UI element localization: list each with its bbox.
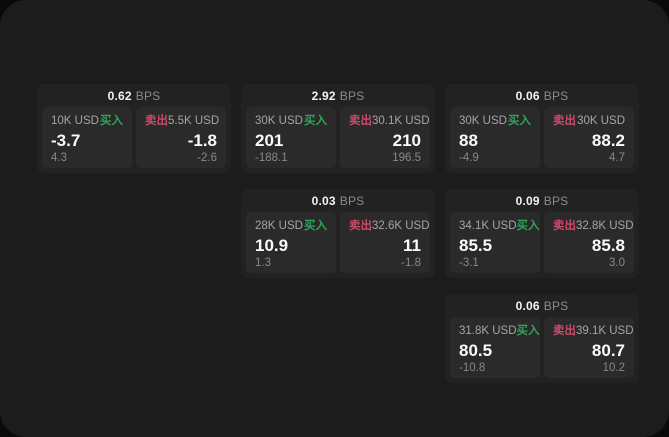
sell-price: 80.7 bbox=[591, 341, 625, 360]
buy-size: 10K USD bbox=[51, 115, 99, 127]
buy-size: 28K USD bbox=[255, 220, 303, 232]
sell-size: 39.1K USD bbox=[576, 325, 634, 337]
bps-unit-label: BPS bbox=[543, 88, 569, 103]
buy-change: -10.8 bbox=[459, 362, 486, 374]
bps-unit-label: BPS bbox=[339, 88, 365, 103]
sell-panel[interactable]: 卖出 30.1K USD 210 196.5 bbox=[340, 107, 430, 168]
sell-change: 196.5 bbox=[392, 152, 421, 164]
quote-panels: 30K USD 买入 88 -4.9 卖出 30K USD 88.2 4.7 bbox=[445, 107, 639, 173]
sell-price: 210 bbox=[392, 131, 421, 150]
quote-card[interactable]: 0.06 BPS 31.8K USD 买入 80.5 -10.8 卖出 39.1… bbox=[445, 294, 639, 383]
quote-cards-grid: 0.62 BPS 10K USD 买入 -3.7 4.3 卖出 5.5K USD bbox=[37, 84, 639, 383]
buy-price: 80.5 bbox=[459, 341, 493, 360]
sell-size: 30.1K USD bbox=[372, 115, 430, 127]
buy-panel[interactable]: 31.8K USD 买入 80.5 -10.8 bbox=[450, 317, 540, 378]
buy-price: -3.7 bbox=[51, 131, 81, 150]
sell-change: -2.6 bbox=[197, 152, 217, 164]
quote-panels: 28K USD 买入 10.9 1.3 卖出 32.6K USD 11 -1.8 bbox=[241, 212, 435, 278]
bps-header: 0.06 BPS bbox=[445, 294, 639, 317]
buy-panel[interactable]: 28K USD 买入 10.9 1.3 bbox=[246, 212, 336, 273]
buy-panel[interactable]: 30K USD 买入 201 -188.1 bbox=[246, 107, 336, 168]
buy-price: 88 bbox=[459, 131, 478, 150]
sell-panel[interactable]: 卖出 5.5K USD -1.8 -2.6 bbox=[136, 107, 226, 168]
buy-panel[interactable]: 34.1K USD 买入 85.5 -3.1 bbox=[450, 212, 540, 273]
sell-side-label: 卖出 bbox=[553, 220, 576, 232]
buy-size: 34.1K USD bbox=[459, 220, 517, 232]
buy-panel[interactable]: 10K USD 买入 -3.7 4.3 bbox=[42, 107, 132, 168]
sell-panel[interactable]: 卖出 32.8K USD 85.8 3.0 bbox=[544, 212, 634, 273]
quote-panels: 10K USD 买入 -3.7 4.3 卖出 5.5K USD -1.8 -2.… bbox=[37, 107, 231, 173]
bps-header: 0.06 BPS bbox=[445, 84, 639, 107]
sell-panel[interactable]: 卖出 30K USD 88.2 4.7 bbox=[544, 107, 634, 168]
buy-change: 1.3 bbox=[255, 257, 271, 269]
bps-unit-label: BPS bbox=[339, 193, 365, 208]
bps-unit-label: BPS bbox=[543, 193, 569, 208]
sell-side-label: 卖出 bbox=[553, 325, 576, 337]
quote-card[interactable]: 2.92 BPS 30K USD 买入 201 -188.1 卖出 30.1K … bbox=[241, 84, 435, 173]
bps-unit-label: BPS bbox=[543, 298, 569, 313]
sell-change: 3.0 bbox=[609, 257, 625, 269]
buy-side-label: 买入 bbox=[516, 220, 540, 232]
bps-value: 2.92 bbox=[311, 88, 336, 103]
bps-unit-label: BPS bbox=[135, 88, 161, 103]
buy-size: 30K USD bbox=[459, 115, 507, 127]
buy-size: 30K USD bbox=[255, 115, 303, 127]
quote-panels: 31.8K USD 买入 80.5 -10.8 卖出 39.1K USD 80.… bbox=[445, 317, 639, 383]
sell-side-label: 卖出 bbox=[349, 220, 372, 232]
quote-card[interactable]: 0.09 BPS 34.1K USD 买入 85.5 -3.1 卖出 32.8K… bbox=[445, 189, 639, 278]
buy-side-label: 买入 bbox=[516, 325, 540, 337]
quote-panels: 34.1K USD 买入 85.5 -3.1 卖出 32.8K USD 85.8… bbox=[445, 212, 639, 278]
bps-value: 0.09 bbox=[515, 193, 540, 208]
sell-size: 32.6K USD bbox=[372, 220, 430, 232]
bps-value: 0.62 bbox=[107, 88, 132, 103]
bps-header: 2.92 BPS bbox=[241, 84, 435, 107]
buy-side-label: 买入 bbox=[304, 220, 327, 232]
bps-header: 0.03 BPS bbox=[241, 189, 435, 212]
sell-price: 88.2 bbox=[591, 131, 625, 150]
sell-side-label: 卖出 bbox=[145, 115, 168, 127]
sell-panel[interactable]: 卖出 32.6K USD 11 -1.8 bbox=[340, 212, 430, 273]
bps-value: 0.03 bbox=[311, 193, 336, 208]
buy-price: 85.5 bbox=[459, 236, 493, 255]
buy-change: -188.1 bbox=[255, 152, 288, 164]
sell-side-label: 卖出 bbox=[349, 115, 372, 127]
buy-size: 31.8K USD bbox=[459, 325, 517, 337]
sell-price: 11 bbox=[403, 236, 421, 255]
buy-side-label: 买入 bbox=[508, 115, 531, 127]
sell-side-label: 卖出 bbox=[553, 115, 576, 127]
quote-card[interactable]: 0.03 BPS 28K USD 买入 10.9 1.3 卖出 32.6K US… bbox=[241, 189, 435, 278]
sell-change: -1.8 bbox=[401, 257, 421, 269]
buy-side-label: 买入 bbox=[100, 115, 123, 127]
sell-price: 85.8 bbox=[591, 236, 625, 255]
bps-header: 0.62 BPS bbox=[37, 84, 231, 107]
buy-price: 201 bbox=[255, 131, 284, 150]
sell-size: 30K USD bbox=[577, 115, 625, 127]
sell-price: -1.8 bbox=[187, 131, 217, 150]
buy-side-label: 买入 bbox=[304, 115, 327, 127]
sell-panel[interactable]: 卖出 39.1K USD 80.7 10.2 bbox=[544, 317, 634, 378]
bps-value: 0.06 bbox=[515, 88, 540, 103]
sell-size: 32.8K USD bbox=[576, 220, 634, 232]
bps-value: 0.06 bbox=[515, 298, 540, 313]
buy-change: -4.9 bbox=[459, 152, 479, 164]
sell-size: 5.5K USD bbox=[168, 115, 220, 127]
buy-price: 10.9 bbox=[255, 236, 289, 255]
quote-card[interactable]: 0.62 BPS 10K USD 买入 -3.7 4.3 卖出 5.5K USD bbox=[37, 84, 231, 173]
buy-panel[interactable]: 30K USD 买入 88 -4.9 bbox=[450, 107, 540, 168]
buy-change: 4.3 bbox=[51, 152, 67, 164]
quote-panels: 30K USD 买入 201 -188.1 卖出 30.1K USD 210 1… bbox=[241, 107, 435, 173]
bps-header: 0.09 BPS bbox=[445, 189, 639, 212]
quote-card[interactable]: 0.06 BPS 30K USD 买入 88 -4.9 卖出 30K USD bbox=[445, 84, 639, 173]
sell-change: 10.2 bbox=[602, 362, 625, 374]
sell-change: 4.7 bbox=[609, 152, 625, 164]
buy-change: -3.1 bbox=[459, 257, 479, 269]
